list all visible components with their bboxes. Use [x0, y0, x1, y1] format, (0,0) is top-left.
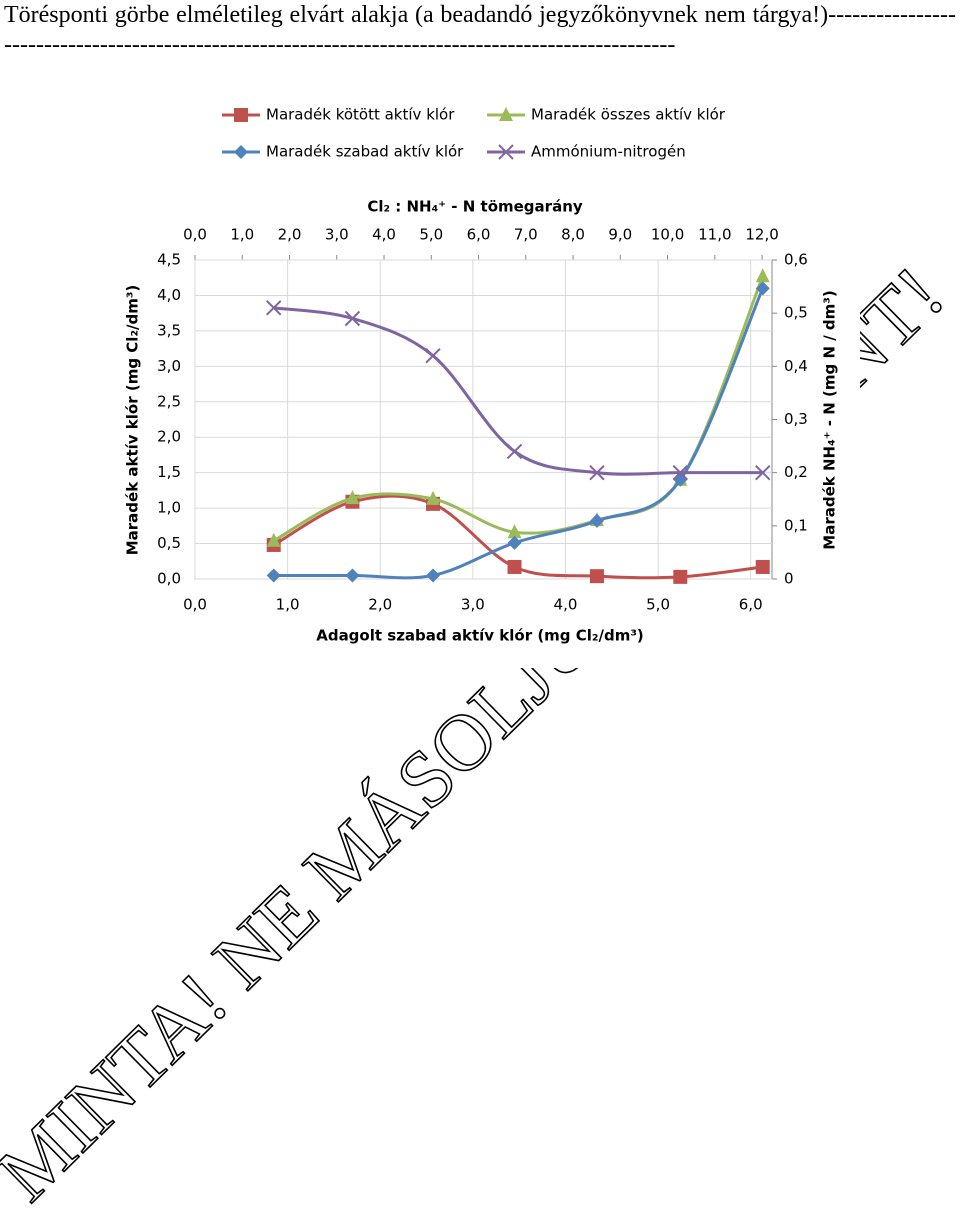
marker [499, 107, 513, 121]
y-tick-label: 3,5 [157, 321, 181, 339]
x2-tick-label: 1,0 [230, 226, 254, 244]
x-tick-label: 1,0 [276, 596, 300, 614]
marker [234, 108, 248, 122]
x2-tick-label: 11,0 [698, 226, 731, 244]
chart-background [105, 88, 860, 668]
marker [755, 268, 770, 283]
x-axis-title: Adagolt szabad aktív klór (mg Cl₂/dm³) [316, 627, 644, 645]
legend-label: Ammónium-nitrogén [531, 143, 686, 161]
marker [426, 568, 441, 583]
y2-axis-title: Maradék NH₄⁺ - N (mg N / dm³) [821, 290, 839, 549]
marker [589, 464, 605, 481]
marker [506, 443, 523, 460]
y-tick-label: 2,5 [157, 392, 181, 410]
marker [507, 559, 522, 574]
marker [673, 569, 688, 584]
y-axis-title: Maradék aktív klór (mg Cl₂/dm³) [124, 285, 142, 556]
y-tick-label: 2,0 [157, 428, 181, 446]
marker [507, 524, 522, 539]
marker [344, 310, 361, 327]
x2-tick-label: 7,0 [514, 226, 538, 244]
heading: Törésponti görbe elméletileg elvárt alak… [4, 2, 956, 58]
y-tick-label: 4,0 [157, 286, 181, 304]
watermark: MINTA! NE MÁSOLJU [0, 594, 613, 1217]
marker [266, 532, 281, 547]
marker [507, 535, 522, 550]
y-tick-label: 0,5 [157, 534, 181, 552]
x-tick-label: 3,0 [461, 596, 485, 614]
y-tick-label: 3,0 [157, 357, 181, 375]
x-tick-label: 6,0 [739, 596, 763, 614]
x2-tick-label: 9,0 [608, 226, 632, 244]
marker [589, 569, 604, 584]
y2-tick-label: 0,6 [784, 251, 808, 269]
y2-tick-label: 0,4 [784, 357, 808, 375]
marker [425, 347, 441, 364]
x2-tick-label: 10,0 [651, 226, 684, 244]
x2-tick-label: 4,0 [372, 226, 396, 244]
y2-tick-label: 0,2 [784, 463, 808, 481]
y-tick-label: 1,5 [157, 463, 181, 481]
marker [426, 490, 441, 505]
x2-tick-label: 0,0 [183, 226, 207, 244]
y-tick-label: 0,0 [157, 570, 181, 588]
y2-tick-label: 0,1 [784, 516, 808, 534]
x-tick-label: 2,0 [368, 596, 392, 614]
x2-tick-label: 12,0 [745, 226, 778, 244]
marker [345, 568, 360, 583]
legend-label: Maradék szabad aktív klór [266, 143, 464, 161]
legend-label: Maradék kötött aktív klór [266, 106, 455, 124]
legend-label: Maradék összes aktív klór [531, 106, 726, 124]
x2-tick-label: 2,0 [278, 226, 302, 244]
y2-tick-label: 0,5 [784, 304, 808, 322]
y2-tick-label: 0,3 [784, 410, 808, 428]
marker [589, 513, 604, 528]
marker [345, 490, 360, 505]
x2-tick-label: 6,0 [467, 226, 491, 244]
marker [498, 144, 514, 160]
y2-tick-label: 0 [784, 570, 794, 588]
marker [755, 464, 771, 481]
x2-tick-label: 5,0 [419, 226, 443, 244]
x2-tick-label: 8,0 [561, 226, 585, 244]
y-tick-label: 1,0 [157, 499, 181, 517]
marker [755, 559, 770, 574]
y-tick-label: 4,5 [157, 251, 181, 269]
x2-axis-title: Cl₂ : NH₄⁺ - N tömegarány [367, 198, 583, 216]
marker [234, 145, 248, 159]
x-tick-label: 4,0 [554, 596, 578, 614]
marker [266, 568, 281, 583]
x-tick-label: 0,0 [183, 596, 207, 614]
marker [672, 464, 689, 481]
marker [755, 281, 770, 296]
x-tick-label: 5,0 [646, 596, 670, 614]
marker [266, 300, 282, 316]
x2-tick-label: 3,0 [325, 226, 349, 244]
